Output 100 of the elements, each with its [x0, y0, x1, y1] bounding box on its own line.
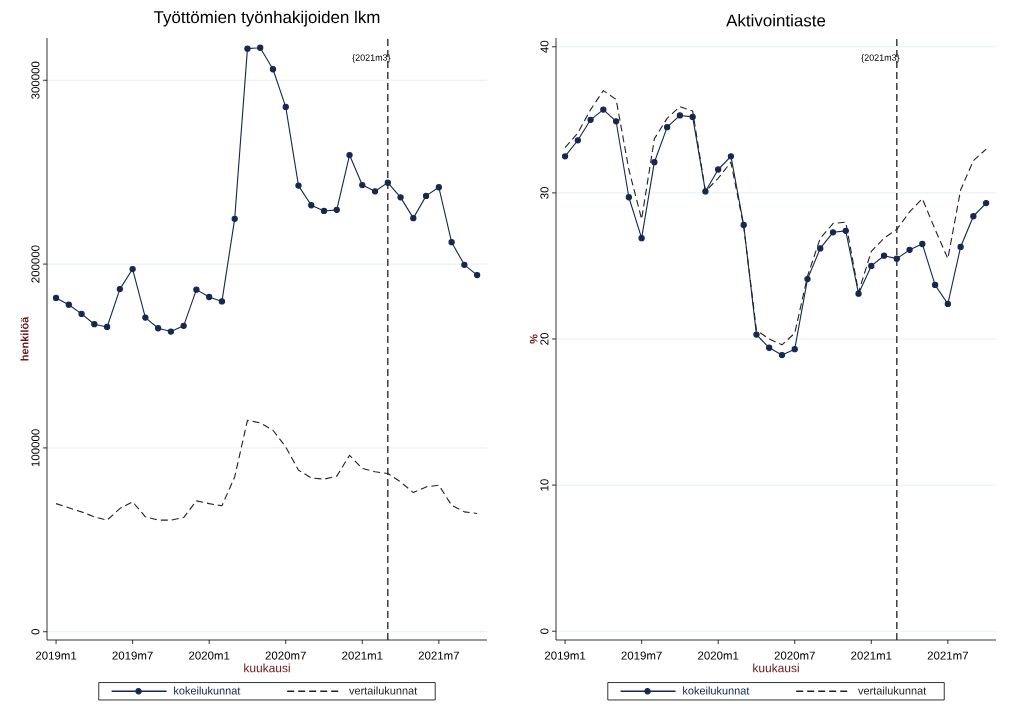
point [346, 151, 353, 159]
point [715, 166, 722, 173]
ref-line-label: {2021m3} [861, 54, 900, 63]
text: vertailukunnat [349, 686, 418, 695]
point [103, 323, 111, 331]
x-tick-label: 2019m1 [544, 651, 586, 660]
x-axis-title: kuukausi [244, 663, 290, 673]
point [269, 66, 277, 73]
point [740, 221, 747, 229]
point [282, 103, 289, 111]
point [461, 261, 468, 268]
point [931, 281, 939, 289]
x-tick-label: 2021m1 [851, 651, 892, 660]
point [893, 255, 900, 262]
y-tick-label: 20 [540, 333, 549, 345]
point [473, 271, 481, 279]
point [308, 202, 315, 209]
point [65, 301, 72, 308]
x-tick-label: 2021m7 [418, 651, 459, 660]
x-tick-label: 2019m1 [35, 651, 77, 660]
point [880, 252, 888, 259]
point [766, 344, 773, 351]
x-tick-label: 2019m7 [112, 651, 153, 660]
point [295, 182, 302, 189]
point [638, 235, 645, 242]
text: kokeilukunnat [683, 686, 750, 695]
y-tick-label: 10 [540, 479, 549, 491]
point [218, 298, 226, 305]
point [804, 275, 811, 283]
x-tick-label: 2020m7 [265, 651, 306, 660]
y-tick-label: 0 [31, 628, 40, 635]
chart-title: Työttömien työnhakijoiden lkm [153, 10, 380, 27]
point [689, 113, 696, 121]
point [244, 45, 251, 52]
point [78, 310, 85, 318]
point [727, 153, 735, 160]
point [116, 285, 123, 293]
point [829, 229, 837, 236]
point [663, 123, 671, 131]
x-tick-label: 2021m1 [342, 651, 383, 660]
point [129, 265, 136, 273]
y-axis-title: % [529, 334, 538, 344]
x-tick-label: 2019m7 [621, 651, 662, 660]
point [193, 286, 200, 293]
x-axis-title: kuukausi [753, 663, 799, 673]
point [944, 300, 952, 308]
point [625, 194, 633, 201]
chart-title: Aktivointiaste [726, 14, 826, 27]
point [817, 245, 824, 252]
point [371, 188, 379, 195]
point [154, 325, 162, 332]
point [180, 322, 187, 329]
point [384, 179, 391, 186]
point [600, 106, 607, 113]
y-tick-label: 100000 [31, 429, 40, 467]
point [676, 112, 684, 119]
y-tick-label: 40 [540, 40, 549, 53]
y-tick-label: 300000 [31, 61, 40, 99]
point [702, 188, 709, 195]
point [91, 321, 98, 328]
point [906, 246, 913, 254]
point [52, 294, 60, 302]
point [868, 262, 875, 270]
point [410, 214, 417, 222]
point [919, 240, 926, 248]
point [778, 351, 786, 359]
point [320, 207, 328, 215]
text: vertailukunnat [858, 686, 927, 695]
point [982, 199, 990, 207]
y-tick-label: 0 [540, 628, 549, 634]
point [359, 181, 366, 189]
point [333, 206, 340, 214]
point [257, 44, 264, 51]
point [957, 243, 964, 251]
text: kokeilukunnat [174, 686, 241, 695]
y-tick-label: 30 [540, 186, 549, 199]
point [167, 328, 175, 335]
x-tick-label: 2020m1 [698, 651, 739, 660]
point [397, 194, 404, 201]
point [574, 137, 581, 144]
point [842, 227, 849, 235]
point [448, 239, 455, 246]
point [753, 331, 760, 338]
point [855, 290, 862, 297]
ref-line-label: {2021m3} [352, 54, 391, 63]
point [206, 293, 213, 301]
point [970, 213, 977, 220]
x-tick-label: 2020m1 [189, 651, 230, 660]
x-tick-label: 2020m7 [774, 651, 815, 660]
point [791, 346, 798, 353]
point [422, 192, 430, 200]
point [587, 116, 594, 123]
x-tick-label: 2021m7 [927, 651, 968, 660]
point [231, 215, 238, 223]
point [142, 314, 149, 321]
y-axis-title: henkilöä [20, 316, 29, 361]
point [435, 184, 442, 191]
point [651, 159, 658, 166]
point [612, 118, 620, 125]
y-tick-label: 200000 [31, 245, 40, 283]
